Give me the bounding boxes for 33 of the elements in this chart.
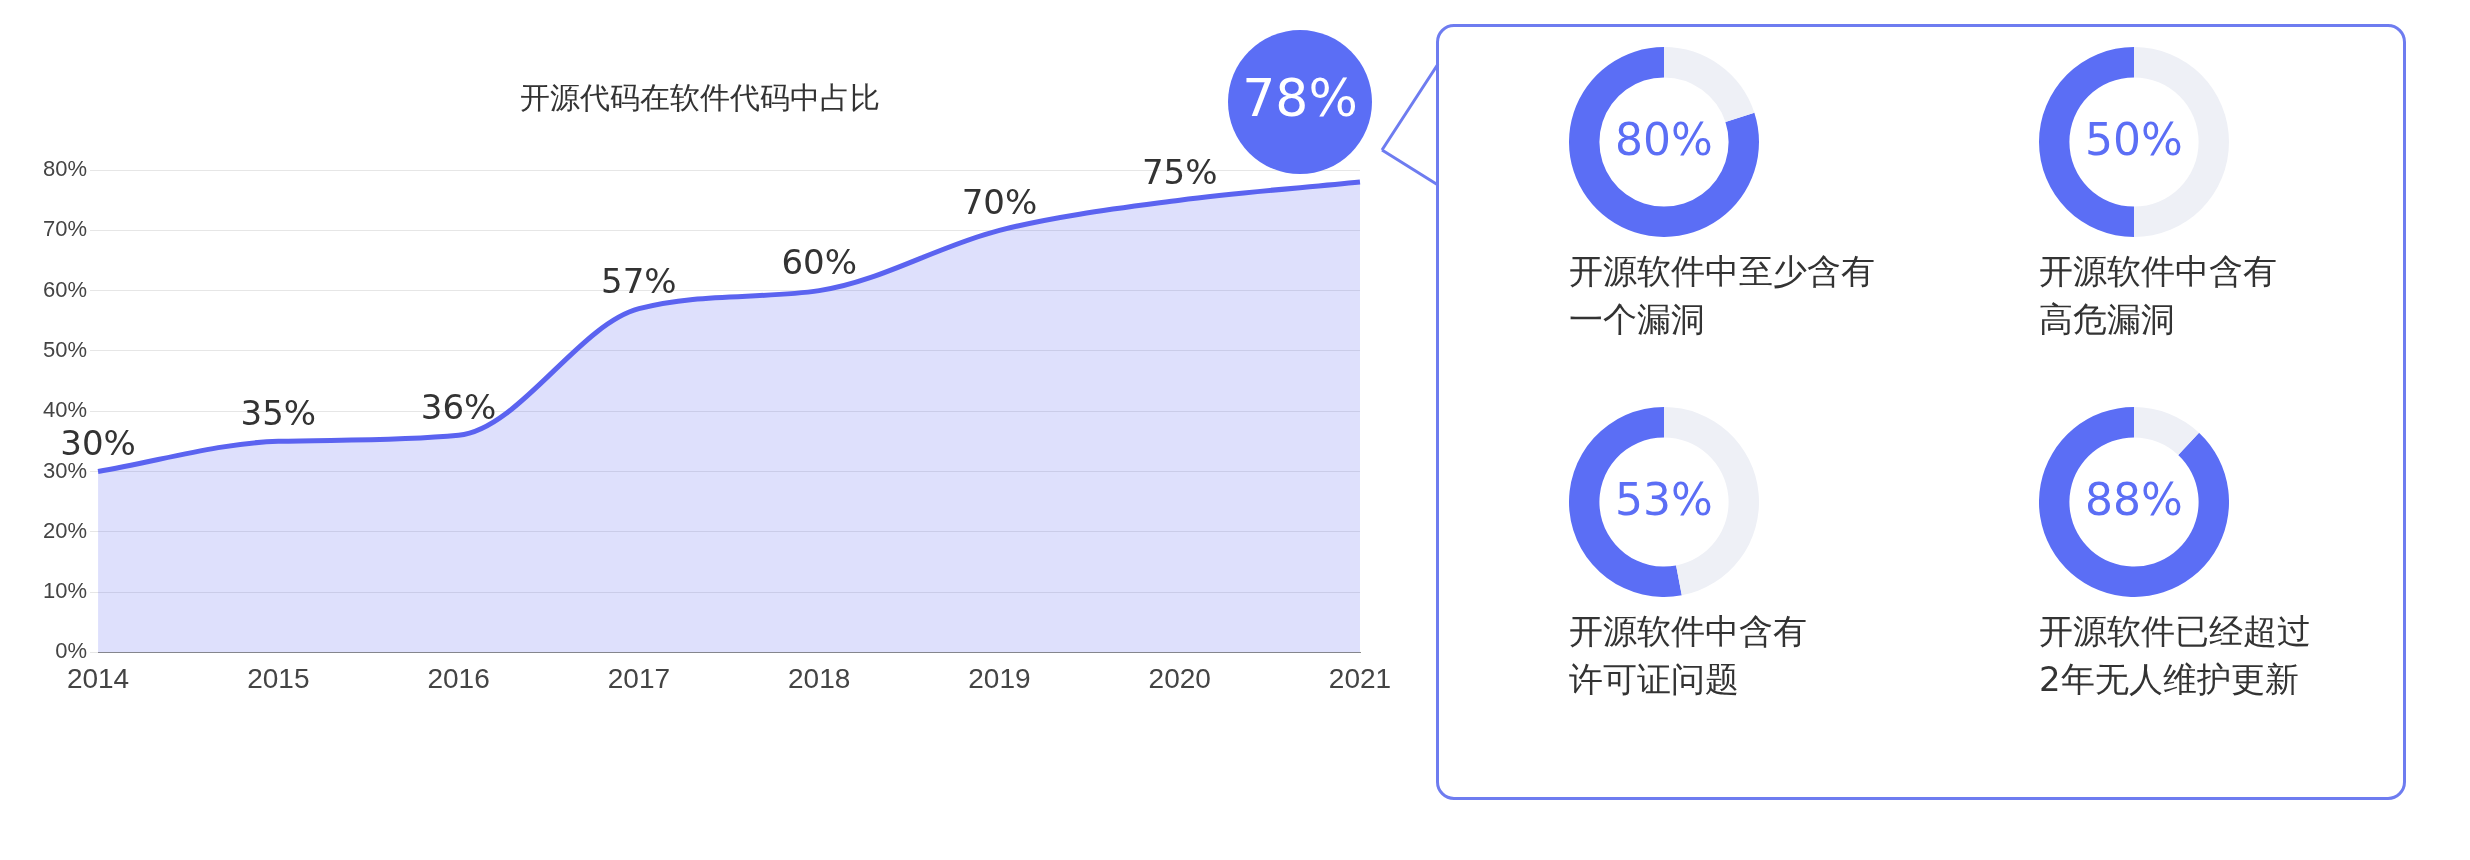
data-label: 53%: [1615, 474, 1713, 526]
x-tick-label: 2015: [247, 662, 310, 694]
text: 75%: [1141, 151, 1218, 192]
x-tick-label: 2019: [968, 662, 1031, 694]
y-tick-label: 60%: [42, 276, 88, 302]
data-label: 50%: [2085, 114, 2183, 166]
y-tick-label: 40%: [42, 397, 88, 423]
x-tick-label: 2016: [427, 662, 490, 694]
y-tick-label: 50%: [42, 336, 88, 362]
y-tick-label: 20%: [42, 517, 88, 543]
text: 35%: [240, 393, 317, 434]
y-tick-label: 70%: [42, 216, 88, 242]
text: 60%: [781, 242, 857, 283]
x-tick-label: 2021: [1328, 662, 1392, 694]
text: 开源软件中至少含有一个漏洞: [1569, 250, 1876, 341]
x-tick-label: 2020: [1148, 662, 1211, 694]
y-tick-label: 10%: [42, 578, 88, 604]
text: 开源软件中含有许可证问题: [1569, 610, 1808, 701]
y-tick-label: 30%: [42, 457, 88, 483]
data-label: 88%: [2085, 474, 2183, 526]
chart-title: 开源代码在软件代码中占比: [520, 80, 880, 115]
x-tick-label: 2014: [66, 662, 130, 694]
y-tick-label: 0%: [55, 638, 88, 664]
x-tick-label: 2017: [607, 662, 671, 694]
y-tick-label: 80%: [42, 156, 88, 182]
x-tick-label: 2018: [788, 662, 851, 694]
text: 78%: [1242, 67, 1358, 128]
data-label: 80%: [1615, 114, 1713, 166]
text: 开源软件已经超过2年无人维护更新: [2039, 610, 2312, 701]
text: 36%: [420, 387, 497, 428]
text: 开源软件中含有高危漏洞: [2039, 250, 2278, 341]
text: 70%: [961, 182, 1038, 223]
text: 57%: [601, 260, 677, 301]
